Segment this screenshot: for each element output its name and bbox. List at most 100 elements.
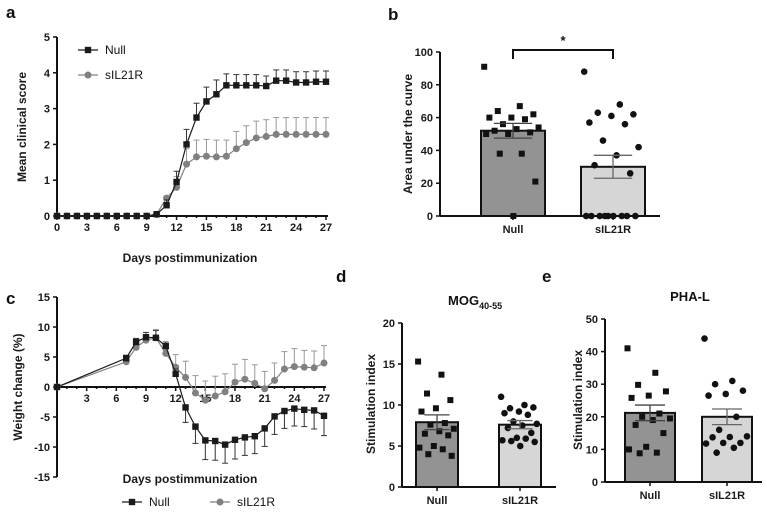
d-point-sil21r [522, 435, 530, 442]
a-point-null [173, 178, 180, 186]
a-point-null [223, 82, 230, 89]
c-point-sil21r [241, 375, 249, 383]
c-point-null [132, 338, 140, 346]
e-point-sil21r [729, 377, 736, 385]
c-point-sil21r [300, 363, 308, 371]
b-point-sil21r [588, 212, 595, 220]
b-point-null [496, 150, 503, 157]
d-point-sil21r [516, 442, 524, 450]
b-point-sil21r [601, 212, 609, 220]
d-point-sil21r [531, 438, 538, 446]
e-point-sil21r [709, 434, 716, 441]
a-legend-label: sIL21R [105, 68, 143, 82]
a-point-null [203, 98, 210, 105]
e-point-null [628, 394, 635, 401]
a-point-null [183, 141, 190, 148]
c-legend-label: sIL21R [237, 495, 275, 509]
c-x-tick-label: 12 [170, 393, 182, 405]
a-point-sil21r [212, 153, 220, 161]
b-point-null [516, 103, 523, 110]
b-point-sil21r [596, 212, 604, 220]
c-xlabel: Days postimmunization [123, 472, 258, 486]
b-point-null [486, 114, 493, 121]
b-y-tick-label: 60 [421, 113, 433, 125]
a-point-sil21r [262, 133, 270, 141]
e-point-sil21r [722, 390, 730, 398]
e-y-tick-label: 30 [586, 379, 598, 391]
c-point-sil21r [182, 373, 190, 381]
b-x-tick-label: Null [503, 224, 524, 236]
c-y-tick-label: -5 [40, 412, 50, 424]
b-point-sil21r [630, 111, 637, 118]
e-point-null [666, 415, 673, 422]
e-point-null [645, 392, 652, 399]
a-point-sil21r [252, 134, 260, 142]
c-x-tick-label: 27 [318, 393, 330, 405]
b-bar-null [480, 129, 546, 217]
a-x-tick-label: 18 [230, 222, 242, 234]
c-legend-label: Null [149, 495, 170, 509]
c-x-tick-label: 24 [288, 393, 301, 405]
d-point-sil21r [524, 411, 532, 419]
b-point-sil21r [599, 137, 607, 144]
a-point-sil21r [292, 130, 300, 138]
a-point-null [133, 212, 140, 220]
b-point-sil21r [635, 143, 642, 151]
b-point-null [527, 129, 534, 136]
c-point-sil21r [201, 396, 209, 404]
c-point-null [192, 423, 199, 430]
c-x-tick-label: 3 [84, 393, 90, 405]
c-point-sil21r [261, 385, 269, 393]
d-point-sil21r [501, 409, 508, 417]
a-y-tick-label: 3 [44, 104, 50, 116]
b-point-null [535, 124, 542, 131]
a-point-null [93, 212, 101, 220]
c-y-tick-label: -15 [34, 472, 50, 484]
panel-label-a: a [6, 3, 16, 22]
d-point-null [436, 428, 443, 435]
a-x-tick-label: 15 [200, 222, 212, 234]
a-point-null [83, 212, 91, 220]
e-point-sil21r [733, 413, 740, 421]
e-point-sil21r [719, 439, 727, 447]
d-point-sil21r [510, 418, 517, 425]
c-x-tick-label: 9 [143, 393, 149, 405]
d-ylabel: Stimulation index [364, 354, 378, 454]
e-point-null [624, 345, 631, 352]
b-point-null [483, 131, 490, 137]
c-point-null [53, 383, 61, 391]
a-point-null [143, 212, 150, 220]
e-y-tick-label: 40 [586, 347, 598, 359]
d-x-tick-label: Null [427, 495, 448, 507]
e-point-null [649, 417, 656, 424]
a-point-sil21r [192, 153, 200, 161]
b-point-null [510, 213, 517, 219]
c-point-null [301, 406, 308, 413]
d-point-null [448, 452, 455, 459]
c-point-null [142, 334, 150, 341]
a-point-null [233, 82, 240, 89]
a-point-null [243, 82, 250, 89]
a-y-tick-label: 2 [44, 139, 50, 151]
d-y-tick-label: 5 [389, 441, 395, 453]
e-y-tick-label: 20 [586, 412, 598, 424]
c-point-sil21r [231, 378, 239, 386]
c-point-null [251, 433, 258, 440]
panel-label-c: c [6, 289, 15, 308]
d-point-null [441, 420, 448, 427]
c-point-null [162, 343, 169, 350]
d-y-tick-label: 15 [383, 359, 395, 371]
e-point-sil21r [713, 449, 720, 456]
a-y-tick-label: 5 [44, 32, 50, 44]
a-x-tick-label: 6 [114, 222, 120, 234]
c-y-tick-label: 0 [44, 382, 50, 394]
e-point-null [639, 413, 646, 420]
e-y-tick-label: 0 [592, 477, 598, 489]
a-point-null [263, 82, 270, 90]
b-point-null [508, 114, 515, 121]
a-point-sil21r [242, 139, 250, 147]
c-point-sil21r [280, 365, 288, 373]
a-point-null [63, 212, 71, 220]
e-point-null [632, 421, 639, 428]
